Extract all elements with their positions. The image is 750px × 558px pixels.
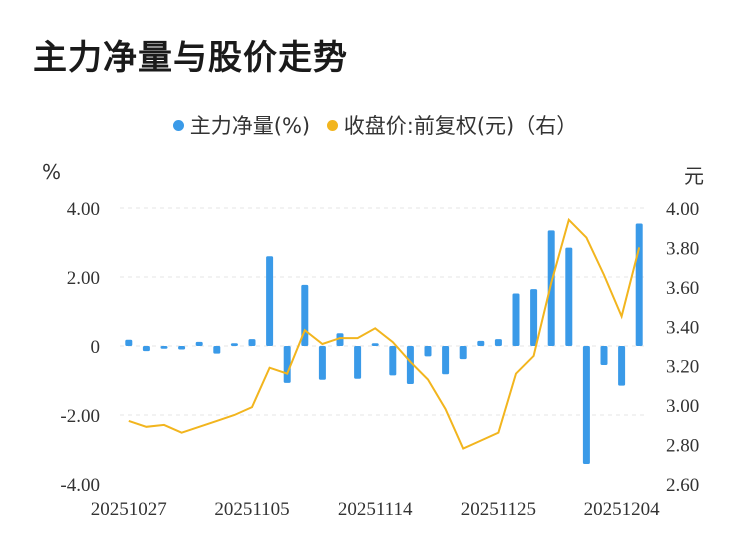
right-tick-label: 3.20 xyxy=(666,357,699,378)
bar-net-volume[interactable] xyxy=(547,230,555,346)
legend-dot-close-price xyxy=(326,120,338,131)
bar-net-volume[interactable] xyxy=(195,341,203,346)
bar-net-volume[interactable] xyxy=(336,333,344,346)
bar-net-volume[interactable] xyxy=(635,223,643,346)
left-axis-unit: % xyxy=(42,160,62,184)
legend-item-net-volume[interactable]: 主力净量(%) xyxy=(172,110,311,140)
legend-label-net-volume: 主力净量(%) xyxy=(189,114,311,138)
bar-net-volume[interactable] xyxy=(248,339,256,346)
bar-net-volume[interactable] xyxy=(125,339,133,346)
legend-item-close-price[interactable]: 收盘价:前复权(元)（右） xyxy=(326,110,578,140)
left-tick-label: -2.00 xyxy=(60,406,100,427)
bar-net-volume[interactable] xyxy=(565,247,573,346)
line-close-price[interactable] xyxy=(128,217,641,450)
bar-net-volume[interactable] xyxy=(354,346,362,379)
right-tick-label: 3.00 xyxy=(666,396,699,417)
bar-net-volume[interactable] xyxy=(442,346,450,375)
bar-net-volume[interactable] xyxy=(406,346,414,384)
legend-label-close-price: 收盘价:前复权(元)（右） xyxy=(343,114,578,138)
x-tick-label: 20251204 xyxy=(584,499,661,520)
right-tick-label: 2.80 xyxy=(666,436,699,457)
left-tick-label: 4.00 xyxy=(67,199,100,220)
legend: 主力净量(%) 收盘价:前复权(元)（右） xyxy=(0,110,750,140)
bar-net-volume[interactable] xyxy=(283,346,291,383)
right-tick-label: 4.00 xyxy=(666,199,699,220)
bar-net-volume[interactable] xyxy=(477,340,485,346)
x-tick-label: 20251114 xyxy=(338,499,413,520)
bar-net-volume[interactable] xyxy=(424,346,432,357)
x-tick-label: 20251027 xyxy=(91,499,167,520)
right-axis-unit: 元 xyxy=(684,164,704,188)
x-tick-label: 20251105 xyxy=(214,499,289,520)
left-tick-label: 2.00 xyxy=(67,268,100,289)
bar-net-volume[interactable] xyxy=(600,346,608,365)
bar-net-volume[interactable] xyxy=(266,256,274,346)
bar-net-volume[interactable] xyxy=(142,346,150,352)
left-tick-label: 0 xyxy=(91,337,101,358)
bar-net-volume[interactable] xyxy=(530,289,538,346)
x-tick-label: 20251125 xyxy=(461,499,536,520)
bar-net-volume[interactable] xyxy=(494,339,502,346)
bar-net-volume[interactable] xyxy=(618,346,626,386)
bar-net-volume[interactable] xyxy=(160,346,168,349)
bar-net-volume[interactable] xyxy=(318,346,326,380)
bar-net-volume[interactable] xyxy=(213,346,221,354)
bar-net-volume[interactable] xyxy=(178,346,186,350)
legend-dot-net-volume xyxy=(172,120,184,131)
right-tick-label: 3.80 xyxy=(666,238,699,259)
bar-net-volume[interactable] xyxy=(512,293,520,346)
bar-net-volume[interactable] xyxy=(582,346,590,464)
right-tick-label: 3.40 xyxy=(666,317,699,338)
bar-net-volume[interactable] xyxy=(459,346,467,360)
bar-net-volume[interactable] xyxy=(230,343,238,346)
right-tick-label: 3.60 xyxy=(666,278,699,299)
bar-net-volume[interactable] xyxy=(371,343,379,346)
left-tick-label: -4.00 xyxy=(60,475,100,496)
chart-title: 主力净量与股价走势 xyxy=(33,38,348,78)
right-tick-label: 2.60 xyxy=(666,475,699,496)
bar-net-volume[interactable] xyxy=(389,346,397,376)
